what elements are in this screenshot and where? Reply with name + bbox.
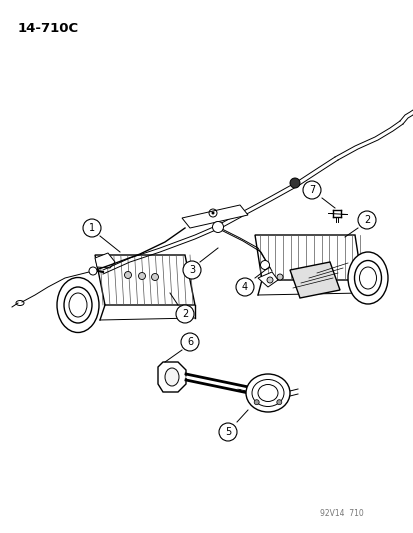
Circle shape [83,219,101,237]
Polygon shape [158,362,185,392]
Circle shape [218,423,236,441]
Circle shape [89,267,97,275]
Polygon shape [254,235,361,280]
Circle shape [276,400,281,405]
Text: 3: 3 [188,265,195,275]
Circle shape [138,272,145,279]
Circle shape [260,261,269,270]
Polygon shape [289,262,339,298]
Circle shape [276,274,282,280]
Circle shape [211,212,214,214]
Text: 92V14  710: 92V14 710 [319,509,363,518]
Circle shape [266,277,272,283]
Circle shape [357,211,375,229]
Circle shape [212,222,223,232]
Text: 2: 2 [181,309,188,319]
Circle shape [183,261,201,279]
Circle shape [289,178,299,188]
Text: 4: 4 [241,282,247,292]
Circle shape [254,400,259,405]
Text: 7: 7 [308,185,314,195]
Polygon shape [95,255,195,305]
Ellipse shape [57,278,99,333]
Polygon shape [257,272,277,287]
Circle shape [180,333,199,351]
Text: 6: 6 [187,337,192,347]
Circle shape [302,181,320,199]
Circle shape [176,305,194,323]
Ellipse shape [165,368,178,386]
Circle shape [124,271,131,279]
Polygon shape [182,205,247,228]
Polygon shape [95,253,115,268]
Circle shape [151,273,158,280]
Text: 1: 1 [89,223,95,233]
Ellipse shape [347,252,387,304]
Ellipse shape [245,374,289,412]
Text: 5: 5 [224,427,230,437]
Text: 14-710C: 14-710C [18,22,79,35]
Circle shape [235,278,254,296]
Text: 2: 2 [363,215,369,225]
